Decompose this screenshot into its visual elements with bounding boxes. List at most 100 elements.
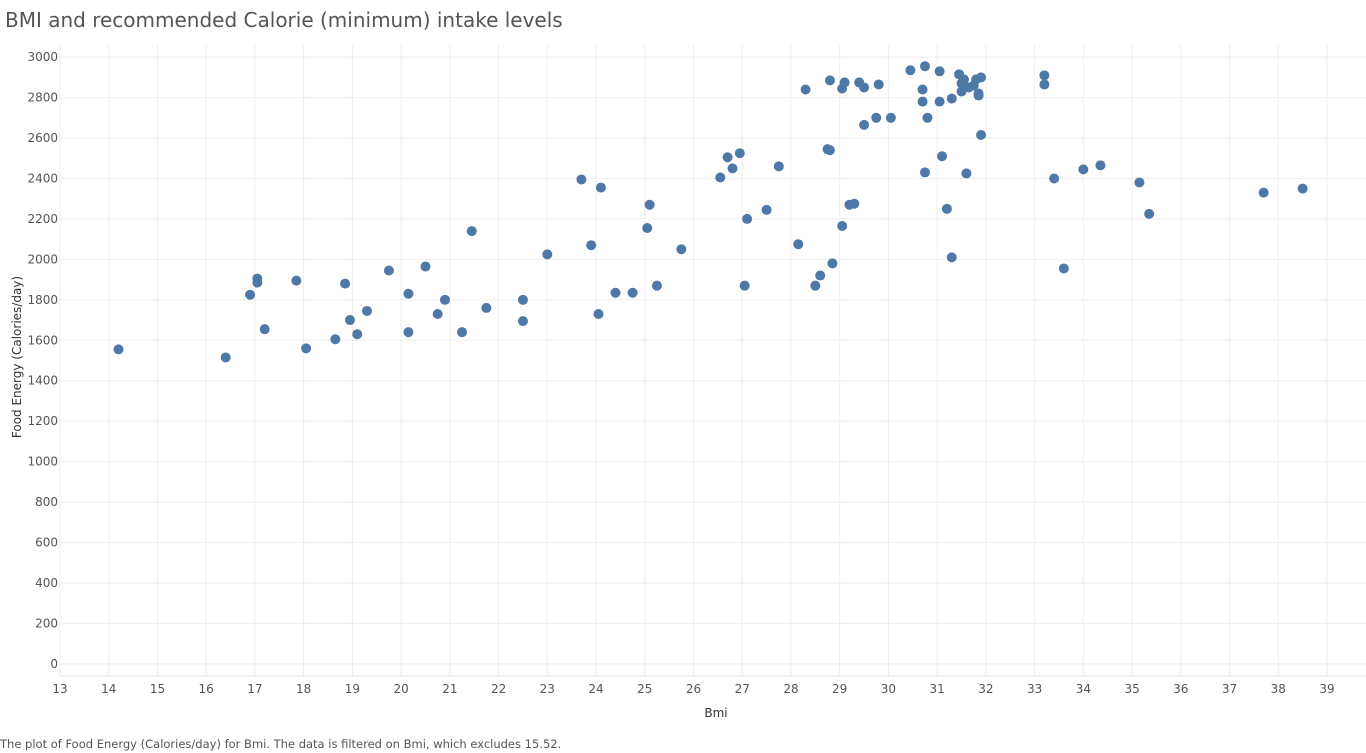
data-point[interactable] bbox=[941, 203, 952, 214]
data-point[interactable] bbox=[642, 223, 653, 234]
data-point[interactable] bbox=[542, 249, 553, 260]
data-point[interactable] bbox=[517, 316, 528, 327]
data-point[interactable] bbox=[919, 167, 930, 178]
data-point[interactable] bbox=[885, 112, 896, 123]
data-point[interactable] bbox=[1078, 164, 1089, 175]
data-point[interactable] bbox=[973, 90, 984, 101]
data-point[interactable] bbox=[871, 112, 882, 123]
x-tick-label: 24 bbox=[588, 682, 603, 696]
data-point[interactable] bbox=[439, 294, 450, 305]
data-point[interactable] bbox=[946, 252, 957, 263]
data-point[interactable] bbox=[481, 302, 492, 313]
data-point[interactable] bbox=[403, 288, 414, 299]
y-tick-label: 2200 bbox=[27, 212, 58, 226]
data-point[interactable] bbox=[773, 161, 784, 172]
data-point[interactable] bbox=[340, 278, 351, 289]
data-point[interactable] bbox=[245, 289, 256, 300]
data-point[interactable] bbox=[466, 226, 477, 237]
data-point[interactable] bbox=[958, 74, 969, 85]
data-point[interactable] bbox=[1058, 263, 1069, 274]
data-points bbox=[113, 61, 1308, 363]
data-point[interactable] bbox=[352, 329, 363, 340]
data-point[interactable] bbox=[252, 273, 263, 284]
y-tick-label: 1600 bbox=[27, 333, 58, 347]
data-point[interactable] bbox=[1095, 160, 1106, 171]
data-point[interactable] bbox=[383, 265, 394, 276]
y-tick-label: 600 bbox=[35, 536, 58, 550]
data-point[interactable] bbox=[934, 96, 945, 107]
data-point[interactable] bbox=[859, 119, 870, 130]
data-point[interactable] bbox=[956, 86, 967, 97]
data-point[interactable] bbox=[220, 352, 231, 363]
data-point[interactable] bbox=[517, 294, 528, 305]
y-axis-label: Food Energy (Calories/day) bbox=[10, 276, 24, 438]
data-point[interactable] bbox=[715, 172, 726, 183]
data-point[interactable] bbox=[610, 287, 621, 298]
data-point[interactable] bbox=[722, 152, 733, 163]
data-point[interactable] bbox=[961, 168, 972, 179]
y-tick-label: 3000 bbox=[27, 50, 58, 64]
data-point[interactable] bbox=[593, 308, 604, 319]
data-point[interactable] bbox=[859, 82, 870, 93]
data-point[interactable] bbox=[800, 84, 811, 95]
data-point[interactable] bbox=[824, 145, 835, 156]
data-point[interactable] bbox=[676, 244, 687, 255]
data-point[interactable] bbox=[1039, 79, 1050, 90]
data-point[interactable] bbox=[873, 79, 884, 90]
data-point[interactable] bbox=[403, 327, 414, 338]
data-point[interactable] bbox=[727, 163, 738, 174]
data-point[interactable] bbox=[1258, 187, 1269, 198]
data-point[interactable] bbox=[651, 280, 662, 291]
data-point[interactable] bbox=[917, 96, 928, 107]
data-point[interactable] bbox=[259, 324, 270, 335]
data-point[interactable] bbox=[627, 287, 638, 298]
data-point[interactable] bbox=[946, 93, 957, 104]
y-tick-label: 200 bbox=[35, 616, 58, 630]
data-point[interactable] bbox=[1049, 173, 1060, 184]
data-point[interactable] bbox=[815, 270, 826, 281]
data-point[interactable] bbox=[849, 198, 860, 209]
data-point[interactable] bbox=[1297, 183, 1308, 194]
data-point[interactable] bbox=[301, 343, 312, 354]
data-point[interactable] bbox=[839, 77, 850, 88]
data-point[interactable] bbox=[644, 199, 655, 210]
data-point[interactable] bbox=[330, 334, 341, 345]
data-point[interactable] bbox=[905, 65, 916, 76]
x-tick-label: 14 bbox=[101, 682, 116, 696]
y-tick-label: 2400 bbox=[27, 171, 58, 185]
data-point[interactable] bbox=[810, 280, 821, 291]
data-point[interactable] bbox=[734, 148, 745, 159]
data-point[interactable] bbox=[827, 258, 838, 269]
data-point[interactable] bbox=[1039, 70, 1050, 81]
data-point[interactable] bbox=[976, 72, 987, 83]
data-point[interactable] bbox=[432, 308, 443, 319]
data-point[interactable] bbox=[344, 315, 355, 326]
data-point[interactable] bbox=[576, 174, 587, 185]
x-tick-label: 37 bbox=[1222, 682, 1237, 696]
x-axis-label: Bmi bbox=[704, 706, 727, 720]
data-point[interactable] bbox=[595, 182, 606, 193]
data-point[interactable] bbox=[742, 213, 753, 224]
data-point[interactable] bbox=[937, 151, 948, 162]
data-point[interactable] bbox=[761, 204, 772, 215]
data-point[interactable] bbox=[1134, 177, 1145, 188]
grid-lines bbox=[59, 45, 1366, 677]
data-point[interactable] bbox=[976, 129, 987, 140]
data-point[interactable] bbox=[113, 344, 124, 355]
data-point[interactable] bbox=[1144, 208, 1155, 219]
data-point[interactable] bbox=[922, 112, 933, 123]
data-point[interactable] bbox=[420, 261, 431, 272]
data-point[interactable] bbox=[362, 305, 373, 316]
data-point[interactable] bbox=[824, 75, 835, 86]
data-point[interactable] bbox=[917, 84, 928, 95]
data-point[interactable] bbox=[793, 239, 804, 250]
data-point[interactable] bbox=[457, 327, 468, 338]
data-point[interactable] bbox=[919, 61, 930, 72]
y-tick-label: 800 bbox=[35, 495, 58, 509]
data-point[interactable] bbox=[586, 240, 597, 251]
x-tick-label: 15 bbox=[150, 682, 165, 696]
data-point[interactable] bbox=[291, 275, 302, 286]
data-point[interactable] bbox=[934, 66, 945, 77]
data-point[interactable] bbox=[837, 221, 848, 232]
data-point[interactable] bbox=[739, 280, 750, 291]
